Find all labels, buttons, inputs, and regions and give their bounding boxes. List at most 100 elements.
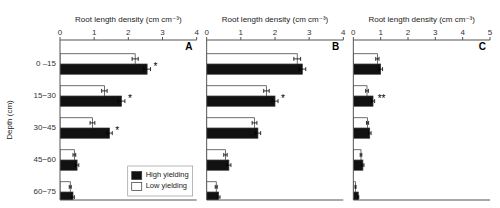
- bar: [60, 54, 135, 64]
- error-cap: [271, 99, 272, 103]
- legend-swatch: [132, 183, 142, 191]
- error-bar: [379, 67, 383, 71]
- bar: [353, 54, 377, 64]
- panel: 01234Root length density (cm cm⁻³)*B: [204, 15, 346, 202]
- tick: [435, 37, 436, 40]
- error-cap: [71, 195, 72, 199]
- tick: [196, 37, 197, 40]
- bar: [353, 160, 363, 170]
- error-cap: [361, 163, 362, 167]
- error-bar: [118, 99, 125, 103]
- axis-label: Root length density (cm cm⁻³): [75, 15, 182, 24]
- bar: [207, 86, 267, 96]
- error-cap: [256, 121, 257, 125]
- error-bar: [368, 131, 371, 135]
- tick-label: 0 –15: [36, 59, 57, 68]
- error-cap: [118, 99, 119, 103]
- marks: [207, 54, 306, 200]
- bar: [353, 64, 380, 74]
- error-line: [75, 165, 78, 166]
- error-bar: [252, 121, 257, 125]
- marks: [353, 54, 382, 200]
- error-cap: [363, 163, 364, 167]
- error-cap: [75, 163, 76, 167]
- tick-label: 15−30: [34, 91, 57, 100]
- error-bar: [255, 131, 260, 135]
- error-bar: [355, 185, 356, 189]
- error-bar: [362, 163, 364, 167]
- tick-label: 4: [460, 28, 465, 37]
- error-bar: [227, 163, 231, 167]
- error-cap: [69, 185, 70, 189]
- tick-label: 1: [92, 28, 97, 37]
- error-cap: [298, 67, 299, 71]
- error-cap: [293, 57, 294, 61]
- error-cap: [215, 185, 216, 189]
- error-line: [72, 197, 75, 198]
- tick: [343, 37, 344, 40]
- error-bar: [360, 153, 362, 157]
- tick: [60, 37, 61, 40]
- legend-swatch: [132, 172, 142, 180]
- error-line: [299, 69, 306, 70]
- axis-line: [60, 40, 61, 200]
- tick-label: 60−75: [34, 187, 57, 196]
- error-cap: [90, 121, 91, 125]
- tick: [490, 37, 491, 40]
- annotation: *: [115, 125, 119, 136]
- bar: [60, 128, 110, 138]
- error-cap: [379, 57, 380, 61]
- error-line: [376, 58, 379, 59]
- error-cap: [278, 99, 279, 103]
- tick-label: 3: [160, 28, 165, 37]
- bar: [60, 64, 147, 74]
- error-cap: [260, 131, 261, 135]
- axis-line: [206, 40, 207, 200]
- bar: [207, 96, 275, 106]
- tick: [206, 37, 207, 40]
- error-line: [294, 58, 301, 59]
- error-cap: [101, 89, 102, 93]
- error-cap: [227, 153, 228, 157]
- error-cap: [107, 89, 108, 93]
- error-cap: [75, 153, 76, 157]
- axis-line: [207, 200, 344, 201]
- error-cap: [361, 153, 362, 157]
- bar: [207, 160, 229, 170]
- legend-label: High yielding: [146, 170, 189, 179]
- error-bar: [75, 163, 78, 167]
- bar: [207, 182, 217, 192]
- error-line: [371, 101, 374, 102]
- error-bar: [217, 195, 220, 199]
- bar: [60, 150, 74, 160]
- bar: [207, 118, 255, 128]
- axis-line: [353, 200, 490, 201]
- axis-line: [353, 40, 354, 200]
- error-bar: [371, 99, 374, 103]
- error-line: [272, 101, 278, 102]
- error-cap: [371, 131, 372, 135]
- error-line: [73, 154, 76, 155]
- bar: [353, 192, 358, 200]
- error-bar: [272, 99, 278, 103]
- tick-label: 4: [341, 28, 346, 37]
- error-cap: [365, 89, 366, 93]
- error-cap: [223, 153, 224, 157]
- tick-label: 30−45: [34, 123, 57, 132]
- tick: [275, 37, 276, 40]
- error-line: [264, 90, 269, 91]
- error-line: [379, 69, 383, 70]
- error-cap: [78, 163, 79, 167]
- bar: [60, 96, 122, 106]
- error-line: [90, 122, 95, 123]
- annotation: *: [154, 61, 158, 72]
- error-cap: [112, 131, 113, 135]
- error-bar: [358, 195, 359, 199]
- tick-label: 0: [204, 28, 209, 37]
- error-bar: [299, 67, 306, 71]
- bar: [353, 150, 361, 160]
- panel-label: B: [332, 41, 339, 52]
- error-cap: [374, 99, 375, 103]
- error-bar: [224, 153, 227, 157]
- axis-label: Root length density (cm cm⁻³): [222, 15, 329, 24]
